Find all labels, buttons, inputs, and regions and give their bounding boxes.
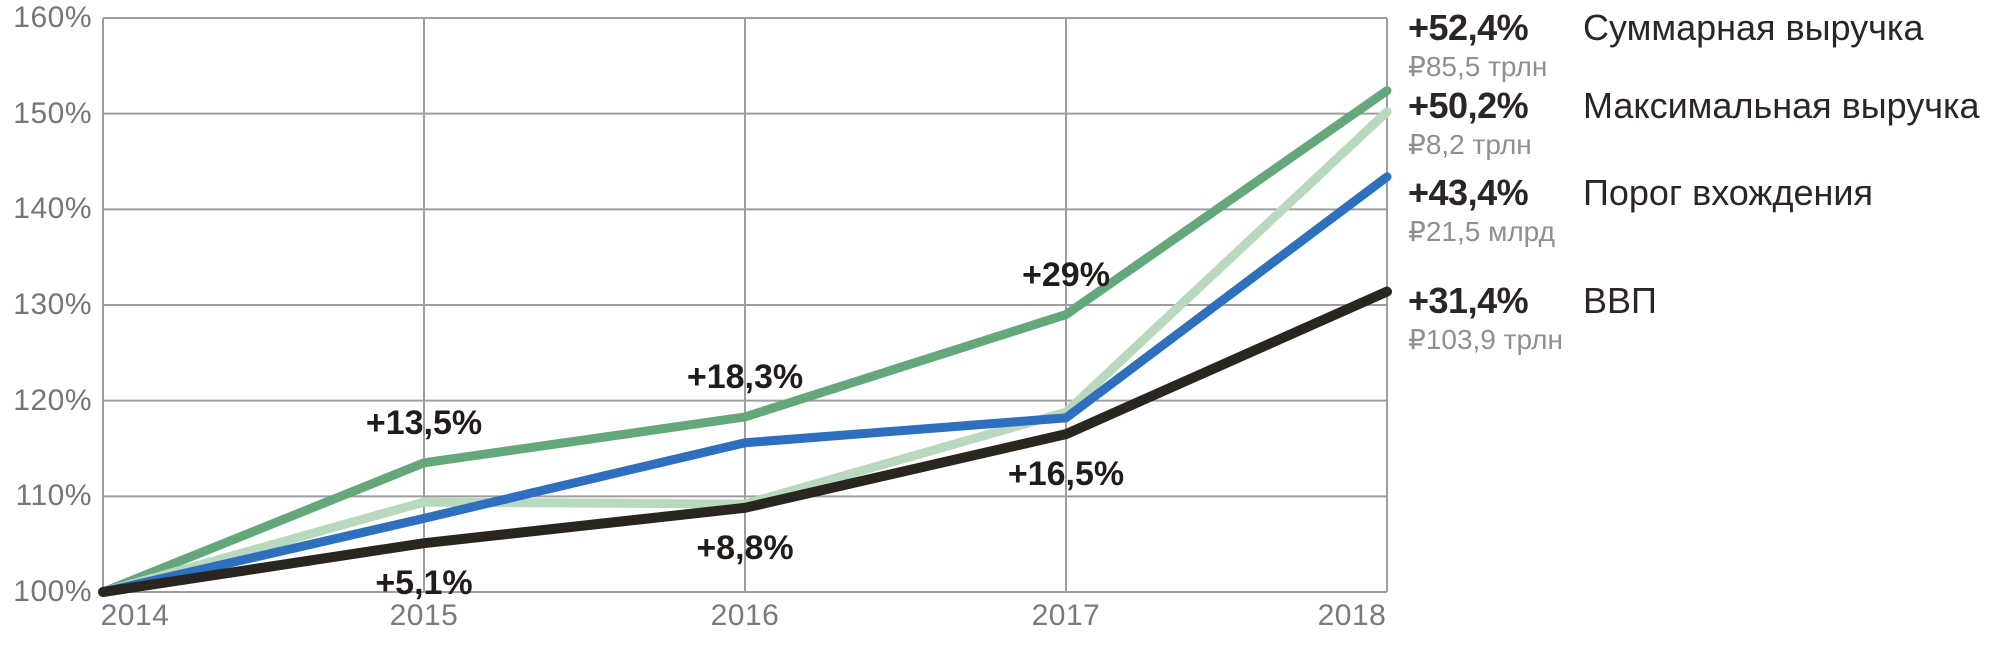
x-axis-label: 2017: [1031, 599, 1101, 632]
x-axis-label: 2014: [100, 599, 170, 632]
legend-absolute-value: ₽8,2 трлн: [1408, 129, 1532, 160]
series-line: [98, 172, 1392, 597]
legend-row: +52,4% Суммарная выручка ₽85,5 трлн: [1408, 8, 2008, 83]
series-line: [98, 86, 1392, 597]
x-axis-label: 2015: [389, 599, 459, 632]
series-line: [98, 286, 1392, 597]
legend-absolute-value: ₽85,5 трлн: [1408, 51, 1548, 82]
y-axis-label: 110%: [15, 479, 92, 513]
legend-change-value: +50,2%: [1408, 85, 1529, 126]
legend-row: +31,4% ВВП ₽103,9 трлн: [1408, 281, 2008, 356]
legend-series-name: Суммарная выручка: [1583, 7, 1924, 48]
y-axis-label: 100%: [13, 575, 92, 608]
y-axis-label: 140%: [13, 192, 92, 226]
legend-change-value: +31,4%: [1408, 280, 1529, 321]
annotation-label: +8,8%: [696, 528, 794, 567]
x-axis-label: 2016: [710, 599, 780, 632]
annotation-label: +29%: [1022, 255, 1110, 294]
y-axis-label: 120%: [13, 383, 92, 417]
annotation-label: +13,5%: [365, 403, 483, 442]
legend-row: +50,2% Максимальная выручка ₽8,2 трлн: [1408, 86, 2008, 161]
annotation-label: +5,1%: [375, 564, 473, 603]
legend-change-value: +52,4%: [1408, 7, 1529, 48]
legend-absolute-value: ₽103,9 трлн: [1408, 324, 1563, 355]
legend-change-value: +43,4%: [1408, 172, 1529, 213]
annotation-label: +16,5%: [1007, 455, 1125, 494]
legend-series-name: Порог вхождения: [1583, 172, 1874, 213]
y-axis-label: 160%: [13, 1, 92, 34]
annotation-label: +18,3%: [686, 357, 804, 396]
legend-series-name: Максимальная выручка: [1583, 85, 1980, 126]
legend-row: +43,4% Порог вхождения ₽21,5 млрд: [1408, 173, 2008, 248]
legend-series-name: ВВП: [1583, 280, 1657, 321]
x-axis-label: 2018: [1317, 599, 1387, 632]
legend-absolute-value: ₽21,5 млрд: [1408, 216, 1555, 247]
y-axis-label: 150%: [13, 96, 92, 130]
y-axis-label: 130%: [13, 288, 92, 321]
